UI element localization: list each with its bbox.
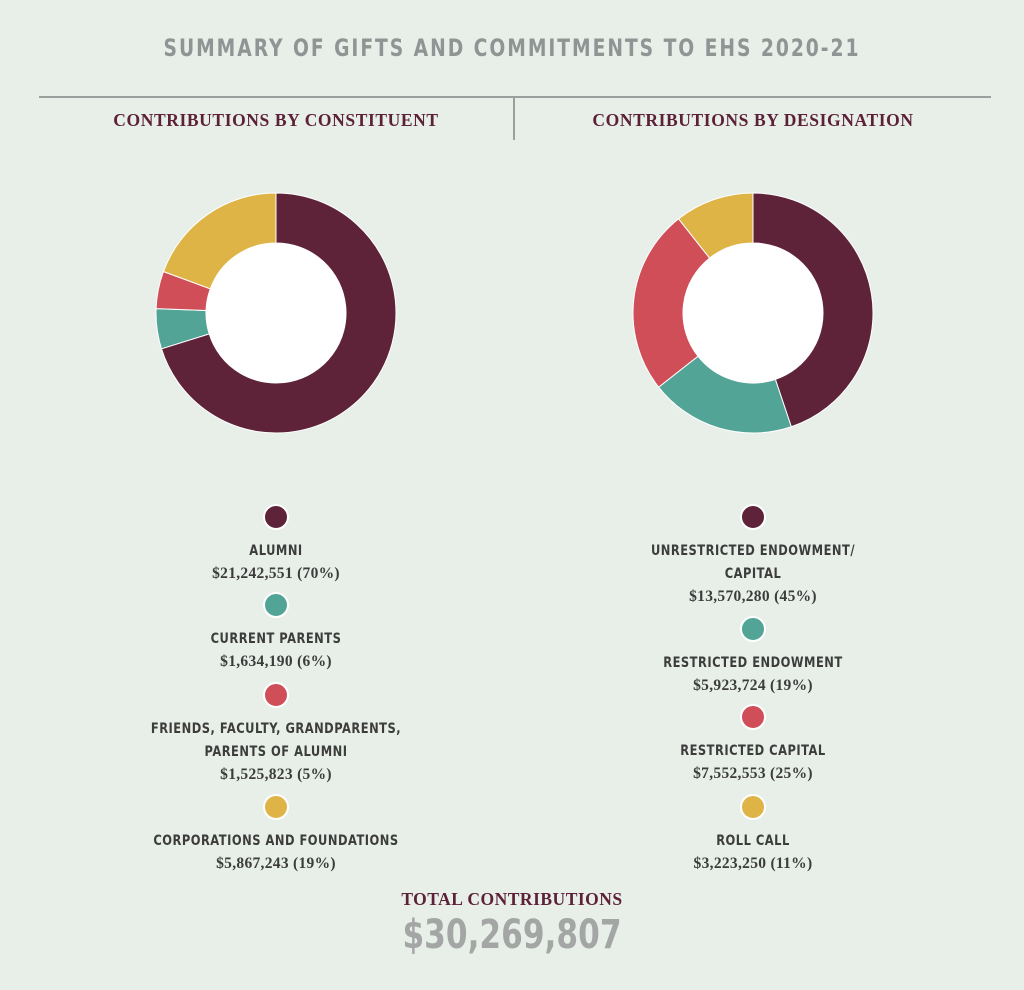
legend-item: RESTRICTED CAPITAL $7,552,553 (25%) [515,704,991,785]
chart-title-designation: CONTRIBUTIONS BY DESIGNATION [592,110,914,130]
legend-swatch [740,616,766,642]
legend-label: UNRESTRICTED ENDOWMENT/ [650,543,856,559]
legend-value: $3,223,250 (11%) [693,855,813,872]
legend-label: PARENTS OF ALUMNI [204,744,348,760]
legend-item: CORPORATIONS AND FOUNDATIONS $5,867,243 (… [38,794,514,875]
legend-swatch [263,592,289,618]
legend-value: $1,525,823 (5%) [220,766,332,783]
legend-swatch [740,794,766,820]
legend-item: UNRESTRICTED ENDOWMENT/CAPITAL $13,570,28… [515,504,991,608]
chart-title-constituent: CONTRIBUTIONS BY CONSTITUENT [113,110,439,130]
legend-swatch [740,504,766,530]
legend-swatch [263,794,289,820]
total-value: $30,269,807 [402,912,622,958]
donut-chart-designation [632,192,874,434]
legend-value: $5,867,243 (19%) [216,855,336,872]
legend-item: CURRENT PARENTS $1,634,190 (6%) [38,592,514,673]
legend-label: ROLL CALL [716,833,790,849]
legend-label: CORPORATIONS AND FOUNDATIONS [153,833,399,849]
legend-label: CAPITAL [724,566,782,582]
donut-hole [683,243,823,383]
legend-swatch [263,682,289,708]
donut-chart-constituent [155,192,397,434]
column-divider [513,98,515,140]
legend-value: $1,634,190 (6%) [220,653,332,670]
legend-value: $7,552,553 (25%) [693,765,813,782]
legend-swatch [740,704,766,730]
constituent-column: CONTRIBUTIONS BY CONSTITUENT ALUMNI $21,2… [38,110,514,872]
legend-label: CURRENT PARENTS [210,631,342,647]
legend-item: RESTRICTED ENDOWMENT $5,923,724 (19%) [515,616,991,697]
legend-item: ALUMNI $21,242,551 (70%) [38,504,514,585]
legend-label: ALUMNI [249,543,303,559]
legend-label: RESTRICTED ENDOWMENT [663,655,843,671]
donut-hole [206,243,346,383]
legend-item: FRIENDS, FACULTY, GRANDPARENTS, PARENTS O… [38,682,514,786]
header-divider [39,96,991,98]
total-label: TOTAL CONTRIBUTIONS [401,889,623,909]
designation-column: CONTRIBUTIONS BY DESIGNATION UNRESTRICTE… [515,110,991,872]
page-title: SUMMARY OF GIFTS AND COMMITMENTS TO EHS … [163,34,861,62]
legend-value: $5,923,724 (19%) [693,677,813,694]
legend-label: FRIENDS, FACULTY, GRANDPARENTS, [150,721,402,737]
legend-value: $13,570,280 (45%) [689,588,817,605]
legend-label: RESTRICTED CAPITAL [680,743,826,759]
legend-value: $21,242,551 (70%) [212,565,340,582]
legend-swatch [263,504,289,530]
legend-item: ROLL CALL $3,223,250 (11%) [515,794,991,875]
